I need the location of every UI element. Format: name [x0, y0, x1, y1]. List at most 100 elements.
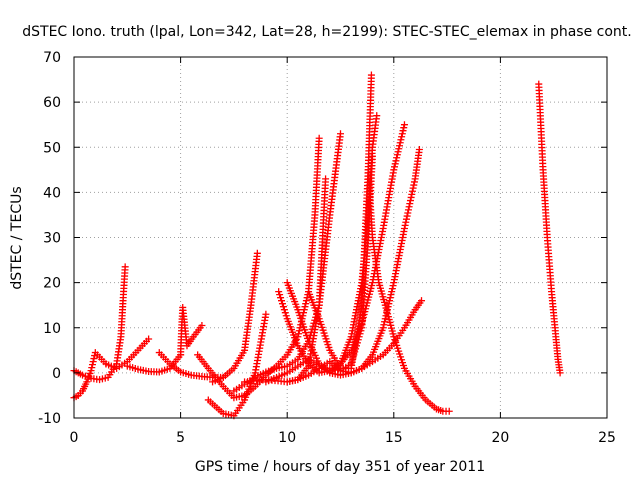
- data-point: [400, 124, 408, 132]
- data-point: [315, 134, 323, 142]
- series-3: [102, 335, 153, 372]
- series-2: [70, 349, 110, 402]
- data-points: [70, 71, 564, 420]
- data-point: [89, 358, 97, 366]
- data-point: [445, 407, 453, 415]
- data-point: [402, 215, 410, 223]
- grid-lines: [74, 57, 607, 418]
- data-point: [385, 300, 393, 308]
- y-tick-label: 50: [43, 140, 61, 156]
- data-point: [88, 361, 96, 369]
- data-point: [277, 294, 285, 302]
- data-point: [415, 146, 423, 154]
- data-point: [556, 369, 564, 377]
- x-tick-label: 10: [278, 430, 296, 446]
- series-18: [364, 166, 453, 415]
- x-tick-label: 15: [385, 430, 403, 446]
- data-point: [348, 357, 356, 365]
- data-point: [121, 263, 129, 271]
- data-point: [355, 333, 363, 341]
- chart-title: dSTEC Iono. truth (lpal, Lon=342, Lat=28…: [22, 24, 631, 40]
- data-point: [322, 175, 330, 183]
- y-tick-label: 70: [43, 50, 61, 66]
- axis-ticks: [73, 56, 608, 419]
- data-point: [357, 327, 365, 335]
- data-point: [368, 152, 376, 160]
- data-point: [301, 303, 309, 311]
- data-point: [393, 154, 401, 162]
- data-point: [390, 166, 398, 174]
- data-point: [356, 330, 364, 338]
- data-point: [403, 212, 411, 220]
- data-point: [418, 297, 426, 305]
- data-point: [393, 151, 401, 159]
- data-point: [337, 130, 344, 138]
- data-point: [90, 355, 98, 363]
- y-tick-label: 10: [43, 321, 61, 337]
- data-point: [404, 209, 412, 217]
- data-point: [388, 288, 396, 296]
- series-6: [177, 303, 206, 359]
- data-point: [386, 294, 394, 302]
- x-tick-labels: 0 5 10 15 20 25: [70, 430, 616, 446]
- data-point: [397, 136, 405, 144]
- data-point: [399, 127, 407, 135]
- series-9: [204, 310, 270, 420]
- data-point: [296, 324, 304, 332]
- data-point: [295, 330, 303, 338]
- data-point: [278, 300, 286, 308]
- data-point: [279, 303, 287, 311]
- data-point: [198, 321, 206, 329]
- data-point: [347, 360, 355, 368]
- data-point: [353, 339, 361, 347]
- data-point: [391, 160, 399, 168]
- data-point: [406, 197, 414, 205]
- data-point: [380, 321, 388, 329]
- data-point: [354, 336, 362, 344]
- data-point: [381, 318, 389, 326]
- data-point: [294, 333, 302, 341]
- data-point: [302, 297, 310, 305]
- data-point: [408, 187, 416, 195]
- data-point: [275, 288, 283, 296]
- data-point: [395, 145, 403, 153]
- y-tick-label: 30: [43, 231, 61, 247]
- data-point: [410, 181, 418, 189]
- y-tick-label: 60: [43, 95, 61, 111]
- data-point: [387, 291, 395, 299]
- data-point: [407, 193, 415, 201]
- data-point: [352, 342, 360, 350]
- data-point: [394, 148, 402, 156]
- data-point: [405, 203, 413, 211]
- x-tick-label: 0: [70, 430, 79, 446]
- data-point: [281, 309, 289, 317]
- x-tick-label: 25: [598, 430, 616, 446]
- y-tick-labels: -10 0 10 20 30 40 50 60 70: [38, 50, 61, 427]
- x-tick-label: 5: [176, 430, 185, 446]
- data-point: [395, 142, 403, 150]
- data-point: [400, 224, 408, 232]
- y-axis-label: dSTEC / TECUs: [9, 186, 25, 289]
- data-point: [401, 221, 409, 229]
- data-point: [389, 282, 397, 290]
- y-tick-label: 0: [52, 366, 61, 382]
- data-point: [367, 71, 375, 79]
- data-point: [400, 121, 408, 129]
- data-point: [280, 306, 288, 314]
- x-axis-label: GPS time / hours of day 351 of year 2011: [195, 459, 485, 475]
- data-point: [410, 178, 418, 186]
- data-point: [373, 112, 381, 120]
- series-11: [241, 175, 330, 386]
- data-point: [278, 297, 286, 305]
- data-point: [388, 285, 396, 293]
- data-point: [87, 367, 95, 375]
- data-point: [352, 345, 360, 353]
- y-tick-label: -10: [38, 411, 61, 427]
- data-point: [302, 300, 310, 308]
- y-tick-label: 20: [43, 276, 61, 292]
- data-point: [253, 249, 261, 257]
- data-point: [379, 324, 387, 332]
- data-point: [350, 351, 358, 359]
- data-point: [391, 163, 399, 171]
